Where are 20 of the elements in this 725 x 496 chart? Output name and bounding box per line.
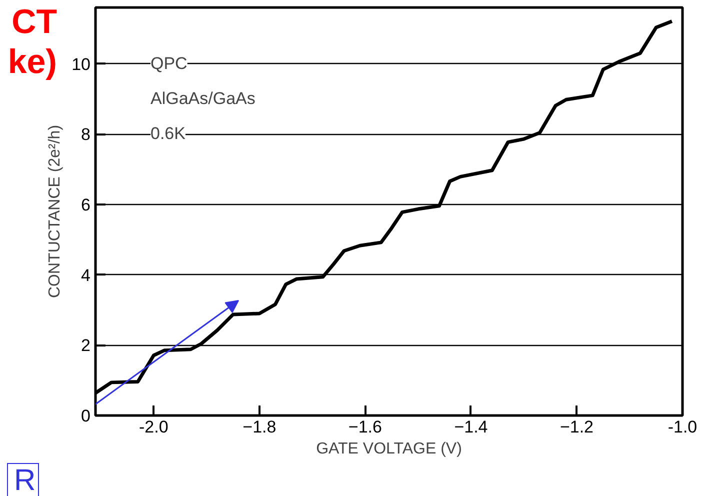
x-tick-label: -1.0 <box>668 418 698 436</box>
x-tick-label: −1.2 <box>560 418 594 436</box>
text: CT <box>10 3 57 42</box>
annotation: AlGaAs/GaAs <box>150 89 256 108</box>
y-axis-title: CONTUCTANCE (2e²/h) <box>46 124 64 298</box>
text: R <box>7 463 39 496</box>
text: ke) <box>6 43 57 82</box>
x-tick-label: −1.4 <box>454 418 488 436</box>
annotation: 0.6K <box>150 124 186 143</box>
y-tick-label: 6 <box>81 195 91 214</box>
annotation: QPC <box>150 54 188 73</box>
y-tick-label: 10 <box>72 54 91 74</box>
x-tick-label: −1.8 <box>242 418 276 436</box>
y-tick-label: 0 <box>81 406 91 426</box>
x-tick-label: −1.6 <box>348 418 382 436</box>
y-tick-label: 2 <box>81 336 91 356</box>
y-tick-label: 8 <box>81 125 91 144</box>
x-axis-title: GATE VOLTAGE (V) <box>316 440 462 458</box>
y-tick-label: 4 <box>81 266 91 285</box>
x-tick-label: -2.0 <box>139 418 168 436</box>
